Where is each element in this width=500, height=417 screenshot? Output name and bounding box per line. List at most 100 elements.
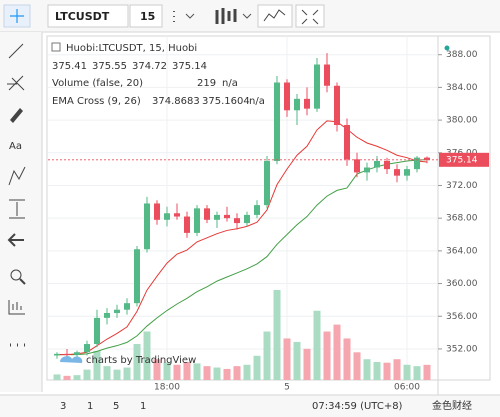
fib-tool[interactable] [7,75,25,91]
x-tick-label: 18:00 [154,383,180,393]
y-tick-label: 388.00 [446,50,478,60]
last-price-tag [439,152,489,167]
ema-na: n/a [249,96,265,107]
text-tool[interactable]: Aa [9,141,22,152]
candle-body [154,203,160,220]
x-tick-label: 5 [284,383,290,393]
volume-bar [93,350,101,380]
volume-bar [193,363,201,380]
trend-line-tool[interactable] [8,43,24,59]
clock: 07:34:59 (UTC+8) [312,401,403,412]
volume-bar [123,367,131,380]
ema-fast-value: 374.8683 [152,96,200,107]
chart-pane [46,35,491,381]
measure-tool[interactable] [9,199,25,219]
volume-bar [263,331,271,380]
candle-body [394,169,400,176]
volume-bar [353,352,361,380]
range-button[interactable]: 1 [140,401,146,412]
volume-bar [223,368,231,380]
range-button[interactable]: 3 [60,401,66,412]
volume-bar [273,290,281,380]
crosshair-icon [10,9,24,23]
collapse-button[interactable] [51,42,61,52]
volume-bar [133,344,141,380]
candle-body [304,98,310,109]
candle-body [84,344,90,353]
volume-bar [53,374,61,380]
volume-bar [343,338,351,380]
ohlc-high: 375.55 [92,61,127,72]
volume-bar [233,366,241,380]
candle-body [214,214,220,220]
volume-bar [383,362,391,380]
candle-body [114,309,120,313]
interval-button[interactable] [129,4,163,28]
candle-body [104,312,110,318]
symbol-input[interactable] [47,4,129,28]
interval: 15 [140,10,155,23]
candle-body [54,353,60,356]
brush-tool[interactable] [10,108,23,123]
candle-body [254,205,260,215]
candle-body [224,214,230,219]
candle-body [174,213,180,217]
side-toolbar [0,32,42,392]
volume-label: Volume (false, 20) [52,78,143,89]
y-tick-label: 372.00 [446,181,478,191]
y-tick-label: 380.00 [446,116,478,126]
candle-body [344,125,350,160]
chart-style-icon[interactable] [215,8,237,24]
volume-bar [293,341,301,380]
candle-body [334,85,340,125]
volume-bar [373,362,381,380]
candle-body [164,213,170,220]
volume-bar [423,364,431,380]
volume-bar [163,362,171,380]
volume-bar [243,364,251,380]
indicators-icon [263,9,286,22]
range-button[interactable]: 1 [87,401,93,412]
volume-bar [203,366,211,380]
volume-bar [183,362,191,380]
y-tick-label: 356.00 [446,312,478,322]
candle-body [204,208,210,220]
symbol: LTCUSDT [55,10,110,23]
candle-body [374,160,380,168]
fullscreen-button[interactable] [295,4,325,28]
ohlc-low: 374.72 [132,61,167,72]
volume-bar [323,331,331,380]
back-tool[interactable] [7,233,24,247]
magnet-tool[interactable] [8,300,25,315]
volume-bar [253,355,261,380]
candle-body [64,353,70,355]
volume-bar [213,367,221,380]
ohlc-open: 375.41 [52,61,87,72]
dropdown-icon[interactable] [242,13,252,19]
bottom-bar [0,395,500,417]
volume-bar [63,375,71,380]
status-dot [444,45,450,51]
watermark: charts by TradingView [86,355,196,366]
y-tick-label: 360.00 [446,279,478,289]
y-tick-label: 352.00 [446,344,478,354]
volume-bar [153,359,161,380]
candle-body [74,352,80,355]
candle-body [284,82,290,111]
corner-watermark: 金色财经 [432,399,472,412]
ema-slow-value: 375.1604 [202,96,250,107]
last-price-label: 375.14 [446,155,478,165]
volume-bar [143,331,151,380]
ema-fast-line [57,120,428,356]
candle-body [324,64,330,86]
candle-body [134,249,140,304]
tv-logo [60,356,83,363]
pattern-tool[interactable] [8,166,26,186]
volume-bar [313,310,321,380]
candle-body [244,214,250,224]
candle-body [294,98,300,111]
zoom-tool[interactable] [10,269,22,281]
volume-bar [283,338,291,380]
range-button[interactable]: 5 [113,401,119,412]
dropdown-icon[interactable] [185,13,195,19]
